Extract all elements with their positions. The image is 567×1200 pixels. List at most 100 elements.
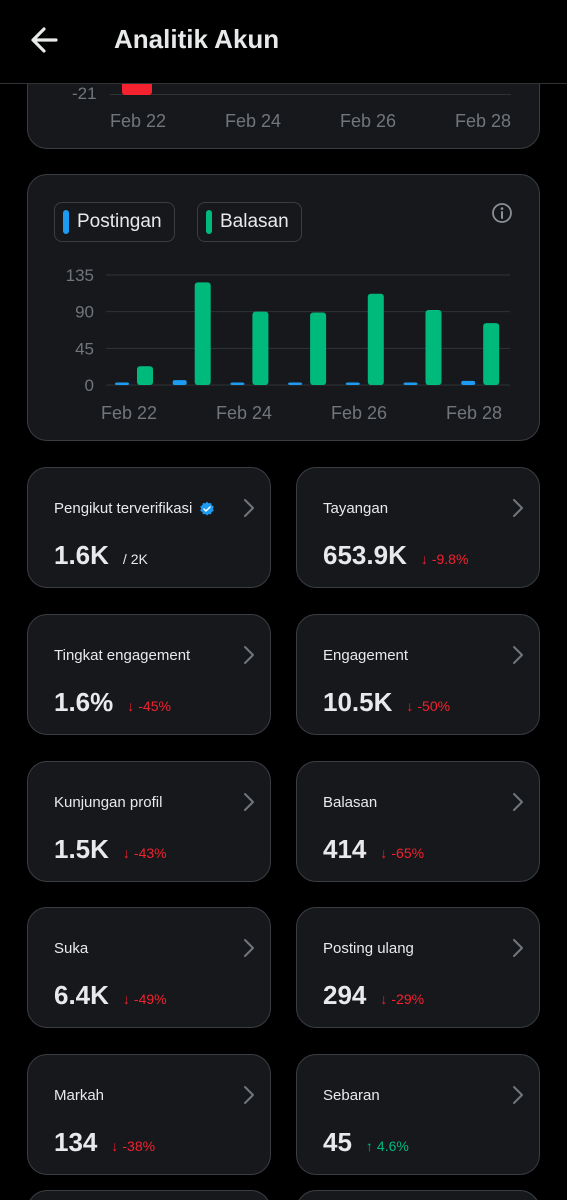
x-tick-label: Feb 24: [216, 403, 272, 423]
legend-swatch: [63, 210, 69, 234]
legend-item-postingan[interactable]: Postingan: [54, 202, 175, 242]
arrow-down-icon: ↓: [380, 991, 388, 1007]
stat-delta: ↓ -9.8%: [421, 551, 469, 567]
bar-balasan: [194, 282, 211, 385]
bar-postingan: [172, 380, 187, 385]
chevron-right-icon: [513, 646, 523, 664]
arrow-down-icon: ↓: [111, 1138, 119, 1154]
bar-balasan: [483, 323, 500, 385]
stat-card[interactable]: Kunjungan profil 1.5K ↓ -43%: [27, 761, 271, 882]
legend-label: Balasan: [220, 211, 289, 232]
arrow-down-icon: ↓: [122, 845, 130, 861]
stat-card[interactable]: Sebaran 45 ↑ 4.6%: [296, 1054, 540, 1175]
stat-value: 294: [323, 980, 367, 1010]
bar-balasan: [137, 366, 153, 385]
stat-value-row: 134 ↓ -38%: [54, 1127, 155, 1158]
y-tick-label: 0: [85, 376, 94, 395]
stat-label-text: Tingkat engagement: [54, 647, 191, 664]
stat-value-row: 1.6% ↓ -45%: [54, 687, 171, 718]
stat-card[interactable]: Suka 6.4K ↓ -49%: [27, 907, 271, 1028]
negative-bar: [122, 81, 152, 95]
bar-balasan: [310, 312, 327, 385]
stat-label-text: Posting ulang: [323, 940, 414, 957]
stat-delta: ↓ -50%: [406, 698, 450, 714]
bar-postingan: [288, 382, 303, 385]
stat-delta-value: -49%: [133, 991, 167, 1007]
stat-label: Sebaran: [323, 1087, 380, 1104]
stat-label: Engagement: [323, 647, 408, 664]
chevron-right-icon: [244, 939, 254, 957]
x-tick-label: Feb 26: [331, 403, 387, 423]
stat-label-text: Engagement: [323, 647, 409, 664]
stat-value-row: 45 ↑ 4.6%: [323, 1127, 409, 1158]
chevron-right-icon: [513, 499, 523, 517]
stat-delta: ↓ -43%: [123, 845, 167, 861]
stat-card[interactable]: Tayangan 653.9K ↓ -9.8%: [296, 467, 540, 588]
arrow-down-icon: ↓: [380, 845, 388, 861]
stat-label-text: Kunjungan profil: [54, 794, 163, 811]
stat-card[interactable]: Pengikut terverifikasi 1.6K / 2K: [27, 467, 271, 588]
stat-value-row: 1.5K ↓ -43%: [54, 834, 167, 865]
stat-label: Balasan: [323, 794, 377, 811]
chevron-right-icon: [244, 1086, 254, 1104]
arrow-up-icon: ↑: [365, 1138, 373, 1154]
arrow-down-icon: ↓: [122, 991, 130, 1007]
x-tick-label: Feb 24: [225, 111, 282, 131]
bar-postingan: [403, 382, 418, 385]
legend-label: Postingan: [77, 211, 162, 232]
stat-card-partial[interactable]: [296, 1190, 540, 1200]
stat-delta-value: -9.8%: [431, 551, 469, 567]
stat-label: Posting ulang: [323, 940, 414, 957]
chevron-right-icon: [244, 499, 254, 517]
stat-card[interactable]: Posting ulang 294 ↓ -29%: [296, 907, 540, 1028]
legend-swatch: [206, 210, 212, 234]
x-tick-label: Feb 22: [101, 403, 157, 423]
stat-delta: ↓ -65%: [380, 845, 424, 861]
y-tick-label: 45: [75, 339, 94, 358]
stat-value: 653.9K: [323, 540, 407, 570]
stat-label: Suka: [54, 940, 88, 957]
arrow-left-icon: [31, 27, 58, 53]
stat-card-partial[interactable]: [27, 1190, 271, 1200]
stat-card[interactable]: Balasan 414 ↓ -65%: [296, 761, 540, 882]
info-icon: [492, 203, 512, 223]
y-tick-label: 90: [75, 303, 94, 322]
stat-label-text: Tayangan: [323, 500, 389, 517]
stat-label: Tayangan: [323, 500, 388, 517]
stat-value: 1.5K: [54, 834, 109, 864]
stat-delta-value: -43%: [133, 845, 167, 861]
stat-value-row: 1.6K / 2K: [54, 540, 148, 571]
stat-value-row: 653.9K ↓ -9.8%: [323, 540, 468, 571]
stat-label: Tingkat engagement: [54, 647, 190, 664]
arrow-down-icon: ↓: [420, 551, 428, 567]
stat-delta-value: -29%: [391, 991, 425, 1007]
stat-value-row: 294 ↓ -29%: [323, 980, 424, 1011]
stat-label: Markah: [54, 1087, 104, 1104]
stat-label: Kunjungan profil: [54, 794, 162, 811]
legend-item-balasan[interactable]: Balasan: [197, 202, 302, 242]
chevron-right-icon: [513, 1086, 523, 1104]
gridline: [110, 94, 511, 95]
stat-card[interactable]: Tingkat engagement 1.6% ↓ -45%: [27, 614, 271, 735]
stat-value: 10.5K: [323, 687, 393, 717]
page-title: Analitik Akun: [114, 24, 280, 54]
x-tick-label: Feb 28: [446, 403, 502, 423]
stat-label-text: Suka: [54, 940, 89, 957]
y-tick-label: -21: [72, 84, 97, 103]
back-button[interactable]: [26, 22, 62, 58]
stat-delta: ↓ -38%: [111, 1138, 155, 1154]
chevron-right-icon: [244, 646, 254, 664]
stat-card[interactable]: Markah 134 ↓ -38%: [27, 1054, 271, 1175]
x-tick-label: Feb 26: [340, 111, 397, 131]
stat-value: 45: [323, 1127, 352, 1157]
stat-card[interactable]: Engagement 10.5K ↓ -50%: [296, 614, 540, 735]
info-button[interactable]: [491, 202, 513, 224]
chevron-right-icon: [513, 793, 523, 811]
bar-postingan: [345, 382, 360, 385]
chevron-right-icon: [244, 793, 254, 811]
bar-balasan: [367, 293, 384, 385]
bar-balasan: [425, 310, 442, 385]
verified-badge-icon: [200, 501, 215, 516]
stat-label-text: Balasan: [323, 794, 378, 811]
stat-label-text: Pengikut terverifikasi: [54, 500, 193, 517]
